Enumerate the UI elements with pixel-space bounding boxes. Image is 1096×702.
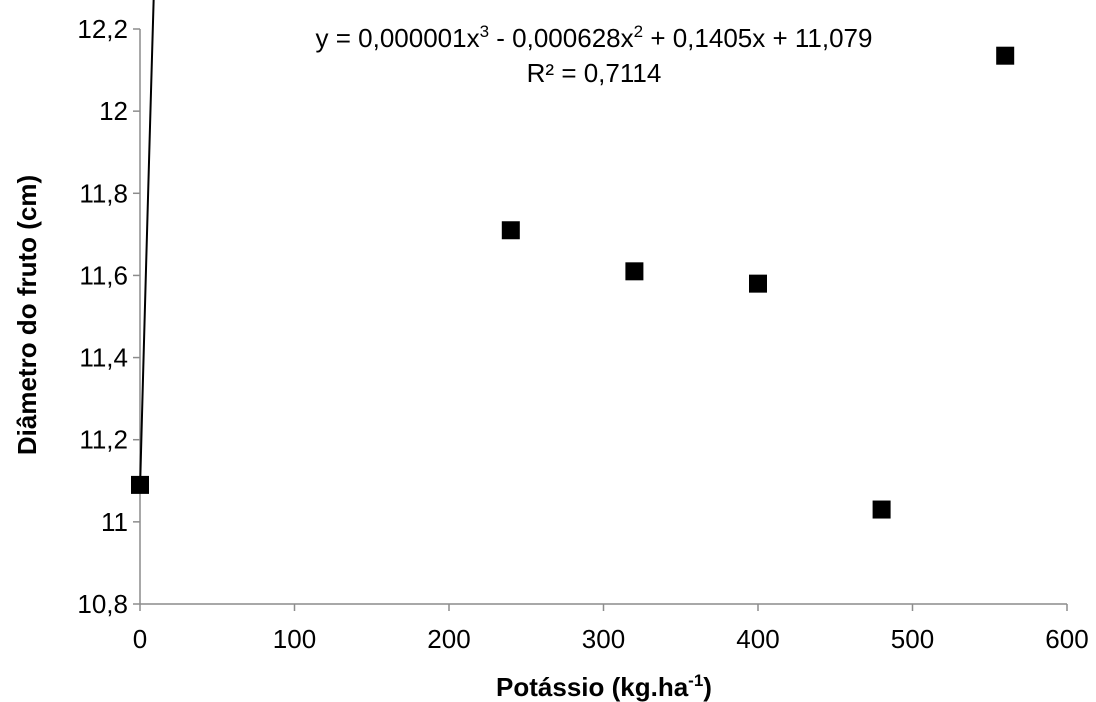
y-tick-label: 11,8 [79,178,128,208]
axes [139,29,1067,605]
data-point-marker [625,262,644,281]
x-tick-label: 600 [1045,624,1088,654]
r-squared-label: R² = 0,7114 [527,58,662,88]
y-tick-label: 10,8 [77,589,128,619]
y-tick-label: 11,2 [79,425,128,455]
data-point-marker [872,500,891,519]
y-tick-label: 12,2 [77,14,128,44]
data-point-marker [501,221,520,240]
y-ticks: 10,8 11 11,2 11,4 11,6 11,8 12 12,2 [77,14,140,619]
trendline-equation: y = 0,000001x3 - 0,000628x2 + 0,1405x + … [316,22,873,53]
data-point-marker [131,475,149,494]
y-tick-label: 11 [101,507,128,537]
x-tick-label: 500 [891,624,934,654]
x-tick-label: 100 [273,624,316,654]
x-axis-title: Potássio (kg.ha-1) [496,671,712,702]
x-tick-label: 300 [582,624,625,654]
x-tick-label: 400 [736,624,779,654]
y-tick-label: 11,4 [79,343,128,373]
x-tick-label: 0 [133,624,147,654]
x-tick-label: 200 [427,624,470,654]
y-tick-label: 12 [99,96,128,126]
data-points [131,46,1015,519]
data-point-marker [996,46,1015,65]
data-point-marker [749,274,767,293]
y-axis-title: Diâmetro do fruto (cm) [12,175,42,455]
x-ticks: 0 100 200 300 400 500 600 [133,604,1089,654]
y-tick-label: 11,6 [79,260,128,290]
